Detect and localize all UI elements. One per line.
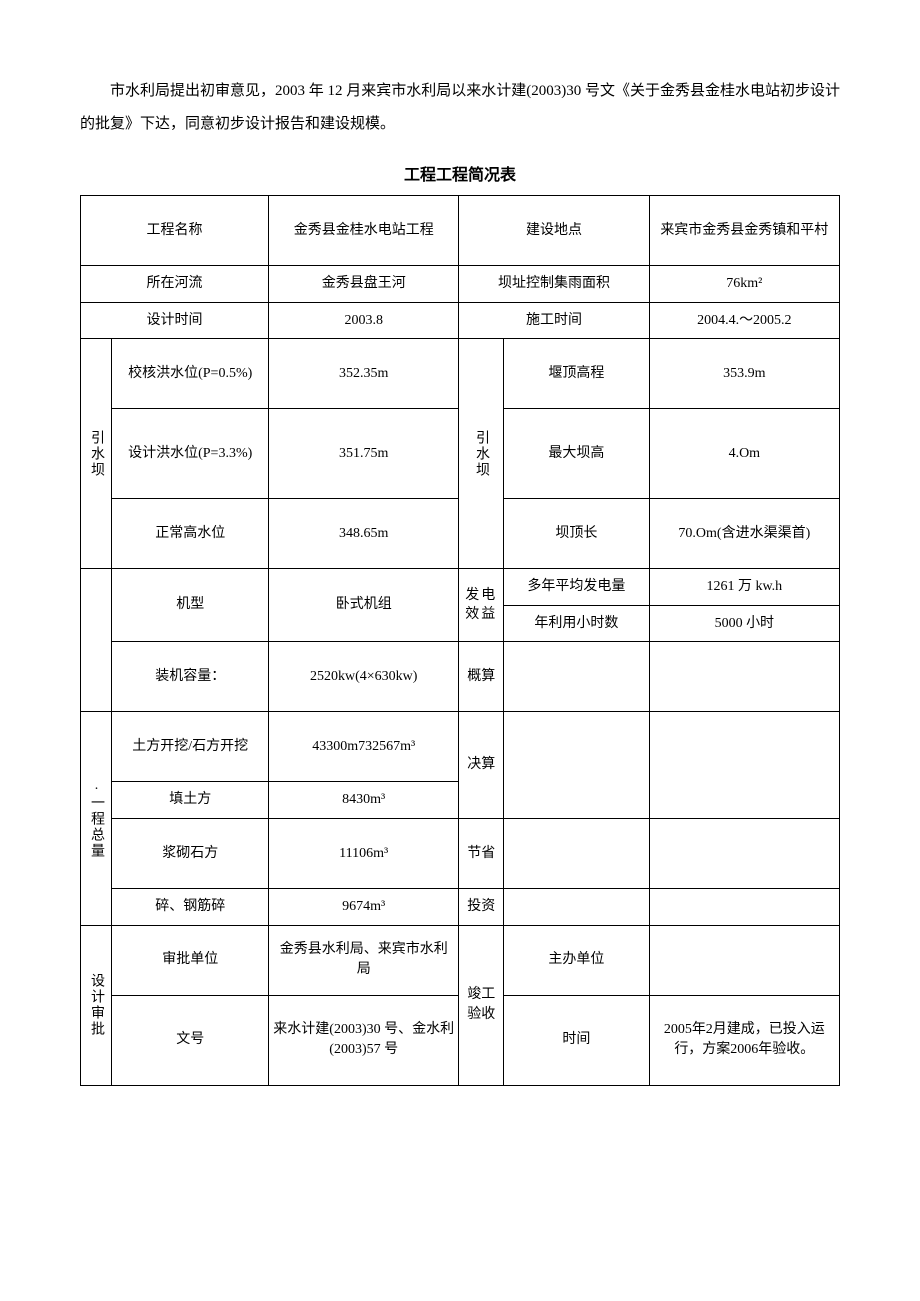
cell-normal-level-label: 正常高水位	[112, 499, 269, 569]
intro-paragraph: 市水利局提出初审意见，2003 年 12 月来宾市水利局以来水计建(2003)3…	[80, 75, 840, 141]
cell-annual-gen-label: 多年平均发电量	[504, 569, 650, 606]
cell-capacity: 2520kw(4×630kw)	[269, 642, 459, 712]
cell-quantity-label: .一程总量	[81, 712, 112, 925]
cell-excavation-label: 土方开挖/石方开挖	[112, 712, 269, 782]
cell-construction-time-label: 施工时间	[459, 302, 649, 339]
cell-docno: 来水计建(2003)30 号、金水利(2003)57 号	[269, 995, 459, 1085]
cell-hours: 5000 小时	[649, 605, 839, 642]
cell-max-height: 4.Om	[649, 409, 839, 499]
project-summary-table: 工程名称 金秀县金桂水电站工程 建设地点 来宾市金秀县金秀镇和平村 所在河流 金…	[80, 195, 840, 1086]
cell-estimate-blank1	[504, 642, 650, 712]
cell-river-label: 所在河流	[81, 266, 269, 303]
cell-check-flood: 352.35m	[269, 339, 459, 409]
cell-fill-label: 填土方	[112, 782, 269, 819]
cell-crest-length: 70.Om(含进水渠渠首)	[649, 499, 839, 569]
cell-host	[649, 925, 839, 995]
cell-invest-b1	[504, 888, 650, 925]
cell-approval-unit-label: 审批单位	[112, 925, 269, 995]
table-title: 工程工程简况表	[80, 161, 840, 185]
cell-benefit-label: 发电效益	[459, 569, 504, 642]
cell-design-flood-label: 设计洪水位(P=3.3%)	[112, 409, 269, 499]
cell-location: 来宾市金秀县金秀镇和平村	[649, 196, 839, 266]
cell-crest-elev: 353.9m	[649, 339, 839, 409]
cell-settlement-label: 决算	[459, 712, 504, 819]
cell-dam-right-label: 引水坝	[459, 339, 504, 569]
cell-masonry: 11106m³	[269, 818, 459, 888]
cell-estimate-blank2	[649, 642, 839, 712]
cell-approval-label: 设计审批	[81, 925, 112, 1085]
cell-fill: 8430m³	[269, 782, 459, 819]
cell-settlement-b1	[504, 712, 650, 819]
cell-catchment-label: 坝址控制集雨面积	[459, 266, 649, 303]
cell-max-height-label: 最大坝高	[504, 409, 650, 499]
cell-hours-label: 年利用小时数	[504, 605, 650, 642]
cell-concrete-label: 碎、钢筋碎	[112, 888, 269, 925]
cell-crest-elev-label: 堰顶高程	[504, 339, 650, 409]
cell-time: 2005年2月建成，已投入运行，方案2006年验收。	[649, 995, 839, 1085]
cell-machine-type-label: 机型	[112, 569, 269, 642]
cell-time-label: 时间	[504, 995, 650, 1085]
cell-excavation: 43300m732567m³	[269, 712, 459, 782]
cell-location-label: 建设地点	[459, 196, 649, 266]
cell-annual-gen: 1261 万 kw.h	[649, 569, 839, 606]
cell-invest-label: 投资	[459, 888, 504, 925]
cell-check-flood-label: 校核洪水位(P=0.5%)	[112, 339, 269, 409]
cell-river: 金秀县盘王河	[269, 266, 459, 303]
cell-machine-type: 卧式机组	[269, 569, 459, 642]
cell-design-time: 2003.8	[269, 302, 459, 339]
cell-concrete: 9674m³	[269, 888, 459, 925]
cell-project-name: 金秀县金桂水电站工程	[269, 196, 459, 266]
cell-capacity-label: 装机容量：	[112, 642, 269, 712]
cell-normal-level: 348.65m	[269, 499, 459, 569]
cell-save-label: 节省	[459, 818, 504, 888]
cell-project-name-label: 工程名称	[81, 196, 269, 266]
cell-acceptance-label: 竣工验收	[459, 925, 504, 1085]
cell-host-label: 主办单位	[504, 925, 650, 995]
cell-settlement-b2	[649, 712, 839, 819]
cell-estimate-label: 概算	[459, 642, 504, 712]
cell-masonry-label: 浆砌石方	[112, 818, 269, 888]
cell-docno-label: 文号	[112, 995, 269, 1085]
cell-save-b1	[504, 818, 650, 888]
cell-design-flood: 351.75m	[269, 409, 459, 499]
cell-crest-length-label: 坝顶长	[504, 499, 650, 569]
cell-design-time-label: 设计时间	[81, 302, 269, 339]
cell-machine-blank	[81, 569, 112, 712]
cell-invest-b2	[649, 888, 839, 925]
cell-construction-time: 2004.4.～2005.2	[649, 302, 839, 339]
cell-save-b2	[649, 818, 839, 888]
cell-approval-unit: 金秀县水利局、来宾市水利局	[269, 925, 459, 995]
cell-catchment: 76km²	[649, 266, 839, 303]
cell-dam-left-label: 引水坝	[81, 339, 112, 569]
